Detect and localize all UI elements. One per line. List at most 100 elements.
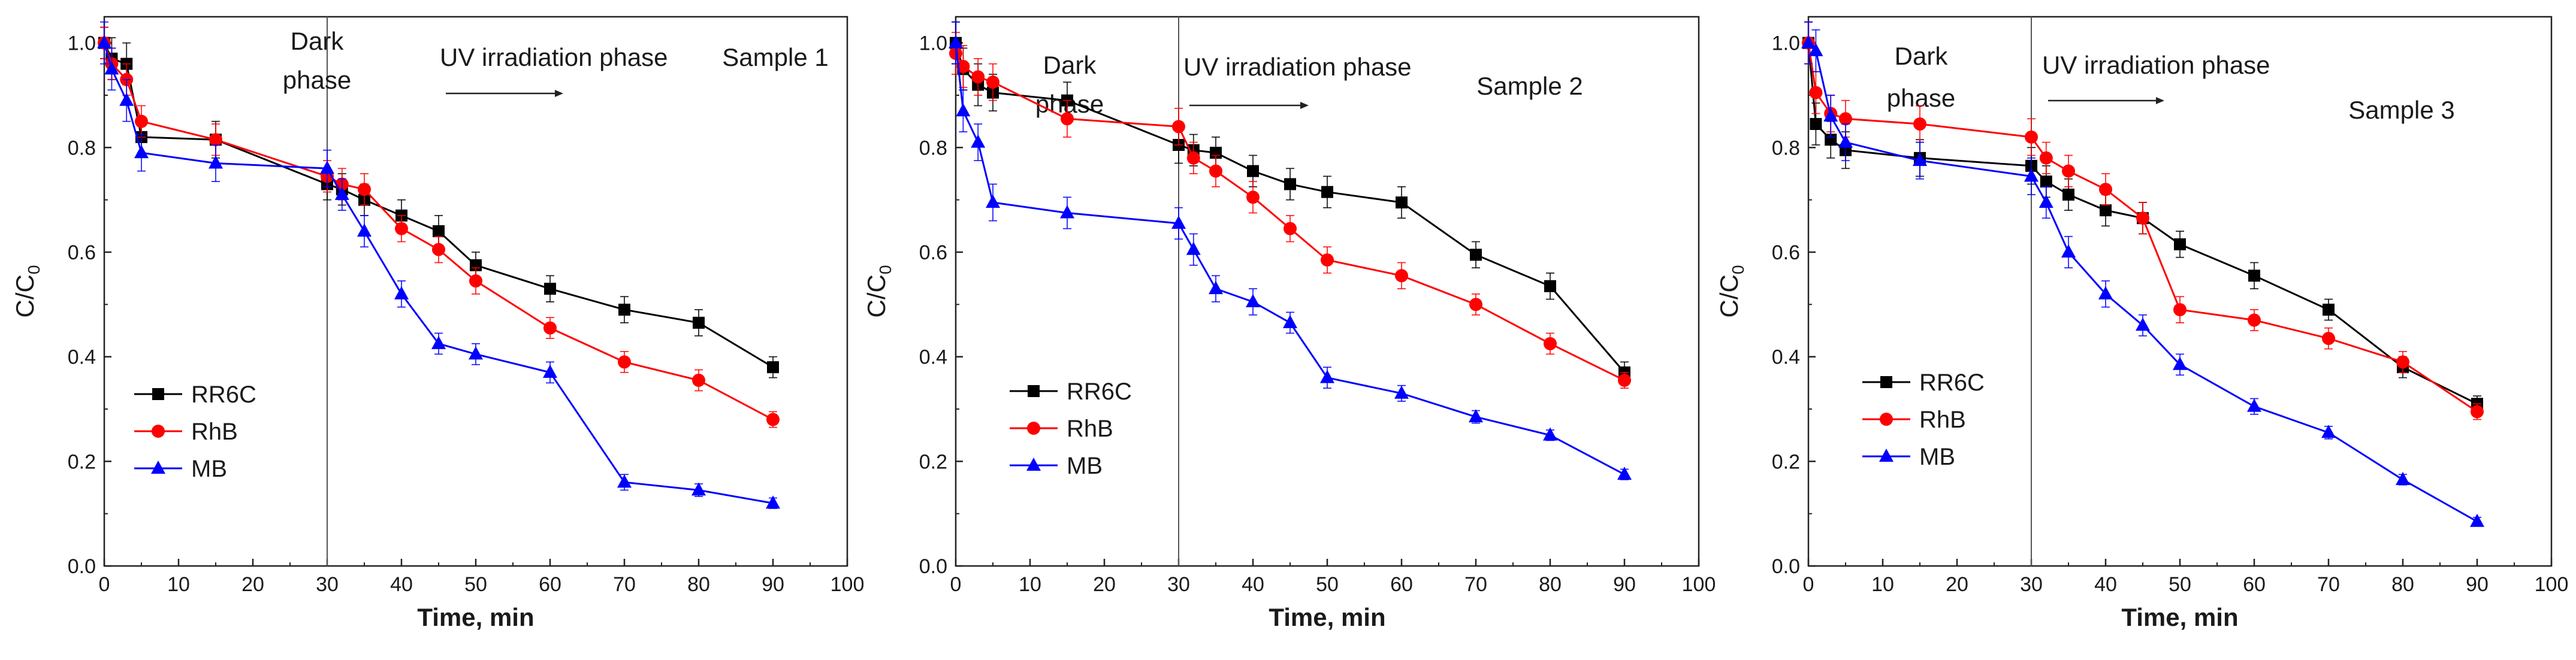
y-tick-label: 1.0 [68,32,96,55]
y-tick-label: 0.2 [919,450,947,473]
uv-arrow-head [2156,97,2164,104]
data-point [1469,298,1482,311]
x-tick-label: 30 [1167,573,1190,596]
data-point [986,195,1000,208]
data-point [357,223,372,237]
data-point [1544,337,1557,350]
x-tick-label: 70 [2317,573,2340,596]
data-point [394,286,409,299]
data-point [2061,244,2076,258]
x-tick-label: 20 [1093,573,1116,596]
x-tick-label: 60 [1390,573,1413,596]
y-axis-title-main: C/C [862,274,890,317]
x-tick-label: 20 [1946,573,1968,596]
data-point [209,133,222,147]
data-point [2136,211,2149,225]
y-tick-label: 0.6 [1772,241,1800,264]
x-tick-label: 90 [2466,573,2489,596]
data-point [691,482,706,496]
chart-panel-2: 0 10 20 30 40 50 60 70 80 90 100 0.0 0.2 0.4 0.6 0.8 1.0… [862,16,1716,631]
data-point [433,225,445,238]
y-axis-title-main: C/C [1715,274,1743,317]
legend-label: MB [1067,453,1103,479]
data-point [2039,195,2053,208]
legend: RR6C RhB MB [1862,370,1985,470]
data-point [767,361,779,374]
sample-label: Sample 2 [1476,72,1583,100]
x-tick-label: 30 [2020,573,2043,596]
legend-marker [1028,385,1040,397]
legend-marker [1027,422,1040,435]
y-tick-label: 0.4 [919,346,947,369]
data-point [2173,356,2187,370]
data-point [1839,112,1852,126]
y-tick-label: 0.0 [1772,555,1800,578]
data-point [692,373,705,387]
x-tick-label: 100 [2535,573,2569,596]
y-tick-label: 0.8 [1772,137,1800,159]
series-rhb [1802,21,2484,420]
data-point [2396,355,2409,369]
data-point [1320,370,1334,383]
data-point [2024,168,2039,182]
data-point [1618,373,1631,387]
legend-marker [1880,376,1892,388]
legend-label: RhB [1067,416,1113,442]
data-point [2040,175,2052,188]
data-point [1913,117,1926,131]
data-point [971,134,986,148]
x-tick-label: 100 [831,573,865,596]
data-point [1395,269,1408,283]
y-tick-label: 0.8 [68,137,96,159]
x-tick-label: 10 [1871,573,1894,596]
data-point [2025,130,2038,144]
data-point [1470,249,1482,261]
data-point [469,346,483,360]
legend-marker [1880,413,1893,426]
x-tick-label: 50 [464,573,487,596]
data-point [1321,253,1334,267]
legend-label: RhB [1919,407,1966,433]
data-point [956,59,970,73]
data-point [135,114,148,128]
data-point [2099,183,2112,196]
data-point [2039,151,2053,165]
uv-phase-label: UV irradiation phase [2042,51,2270,79]
chart-panel-1: 0 10 20 30 40 50 60 70 80 90 100 0.0 0.2 0.4 0.6 0.8 1.0… [11,16,865,631]
series-mb [97,21,780,509]
legend-marker [151,461,165,474]
data-point [1469,409,1483,423]
data-point [1321,186,1333,198]
data-point [2323,304,2335,316]
y-tick-label: 0.4 [68,346,96,369]
y-tick-label: 0.2 [1772,450,1800,473]
data-point [320,161,334,174]
data-point [2471,405,2484,419]
data-point [971,70,985,84]
sample-label: Sample 1 [722,43,828,71]
data-point [1172,120,1185,134]
legend: RR6C RhB MB [1010,379,1132,479]
y-tick-label: 0.0 [919,555,947,578]
legend-label: MB [191,456,227,482]
data-point [2322,332,2335,346]
data-point [1246,293,1260,307]
data-point [1246,190,1260,204]
data-point [1810,118,1822,131]
data-point [2247,398,2261,412]
data-point [358,183,371,196]
x-tick-label: 40 [1242,573,1264,596]
data-point [2396,471,2410,485]
series-mb [1801,21,2484,527]
dark-phase-label: phase [1887,84,1955,112]
x-tick-label: 10 [1019,573,1041,596]
y-tick-label: 1.0 [1772,32,1800,55]
x-tick-label: 30 [316,573,339,596]
data-point [543,321,557,335]
data-point [618,304,630,316]
data-point [2062,188,2074,201]
data-point [97,35,111,49]
x-axis-title: Time, min [1269,603,1385,631]
data-point [1061,112,1074,126]
data-point [1809,86,1823,99]
